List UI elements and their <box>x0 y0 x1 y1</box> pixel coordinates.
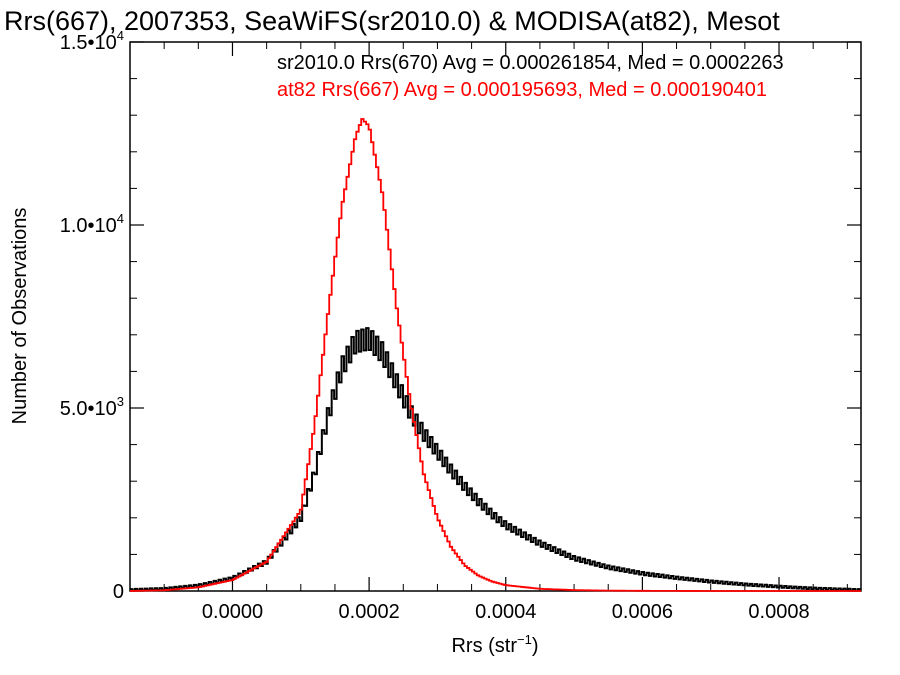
chart-title: Rrs(667), 2007353, SeaWiFS(sr2010.0) & M… <box>4 6 780 36</box>
x-tick-label: 0.0000 <box>202 601 263 623</box>
y-tick-label: 1.0•104 <box>60 211 124 237</box>
y-tick-label: 0 <box>113 581 124 603</box>
x-axis: 0.0000 0.0002 0.0004 0.0006 0.0008 <box>163 42 848 623</box>
y-axis-label: Number of Observations <box>9 208 31 425</box>
x-tick-label: 0.0002 <box>339 601 400 623</box>
y-axis: 0 5.0•103 1.0•104 1.5•104 <box>60 28 861 603</box>
x-tick-label: 0.0008 <box>748 601 809 623</box>
x-tick-label: 0.0006 <box>612 601 673 623</box>
legend-entry: sr2010.0 Rrs(670) Avg = 0.000261854, Med… <box>277 52 784 74</box>
legend-entry: at82 Rrs(667) Avg = 0.000195693, Med = 0… <box>277 79 767 101</box>
legend: sr2010.0 Rrs(670) Avg = 0.000261854, Med… <box>277 52 784 101</box>
series-layer <box>130 118 862 592</box>
x-axis-label: Rrs (str−1) <box>451 632 538 657</box>
series-line-2 <box>130 118 861 592</box>
series-line-1 <box>130 327 862 592</box>
x-tick-label: 0.0004 <box>475 601 536 623</box>
plot-frame <box>129 41 862 592</box>
y-tick-label: 5.0•103 <box>60 394 124 420</box>
y-tick-label: 1.5•104 <box>60 28 124 54</box>
